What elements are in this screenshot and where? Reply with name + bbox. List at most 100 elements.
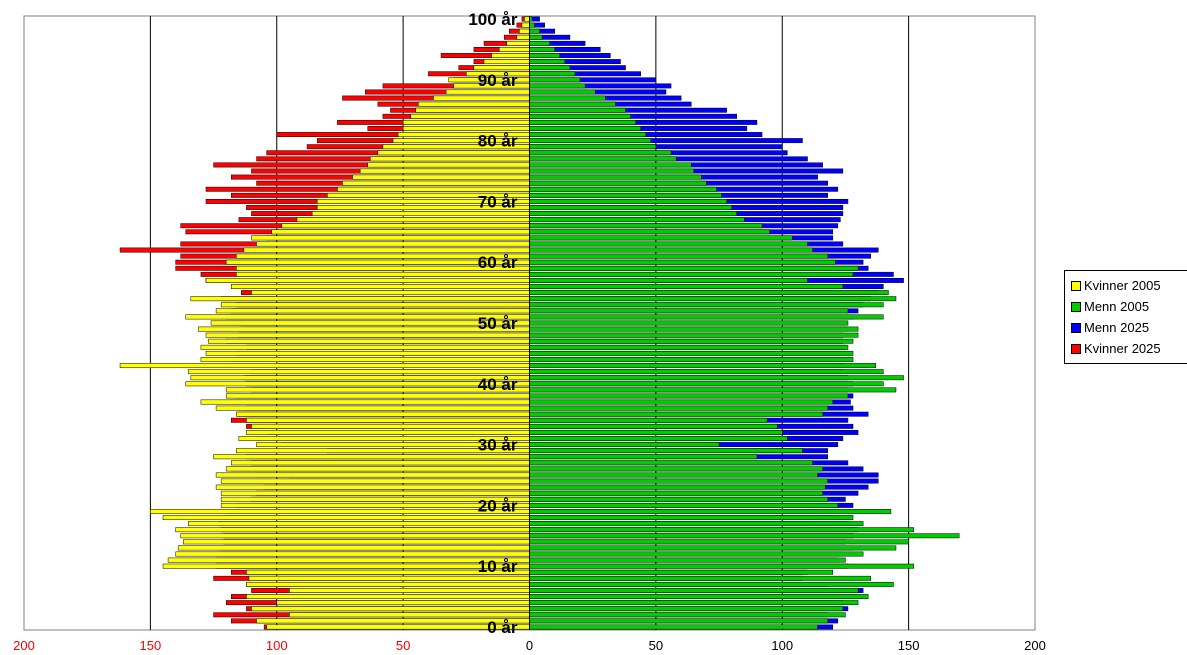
bar-menn-2005-age-56: [529, 284, 844, 289]
bar-menn-2005-age-16: [529, 527, 914, 533]
bar-menn-2005-age-47: [529, 338, 854, 344]
bar-menn-2005-age-32: [529, 429, 783, 435]
bar-menn-2005-age-36: [529, 405, 828, 411]
bar-kvinner-2005-age-26: [225, 466, 530, 472]
bar-menn-2005-age-54: [529, 296, 897, 302]
bar-menn-2005-age-78: [529, 150, 672, 156]
bar-menn-2005-age-29: [529, 448, 803, 454]
bar-menn-2005-age-38: [529, 393, 849, 399]
bar-menn-2005-age-23: [529, 484, 826, 490]
age-label-0: 0 år: [487, 618, 518, 637]
x-tick-label: 50: [396, 638, 410, 653]
bar-kvinner-2005-age-22: [220, 490, 530, 496]
bar-kvinner-2005-age-96: [506, 40, 530, 46]
bar-kvinner-2005-age-66: [281, 223, 530, 229]
bar-kvinner-2005-age-45: [205, 350, 530, 356]
x-tick-label: 150: [140, 638, 162, 653]
bar-menn-2005-age-92: [529, 65, 571, 71]
bar-kvinner-2005-age-100: [524, 16, 530, 22]
bar-menn-2005-age-42: [529, 369, 884, 375]
age-label-50: 50 år: [478, 314, 518, 333]
bar-kvinner-2005-age-63: [256, 241, 530, 247]
bar-menn-2005-age-13: [529, 545, 897, 551]
bar-kvinner-2005-age-58: [236, 271, 530, 277]
bar-menn-2005-age-9: [529, 569, 834, 575]
bar-menn-2005-age-63: [529, 241, 808, 247]
bar-kvinner-2005-age-7: [246, 581, 530, 587]
bar-kvinner-2005-age-94: [491, 53, 530, 58]
bar-menn-2005-age-4: [529, 600, 859, 606]
bar-menn-2005-age-96: [529, 40, 550, 46]
legend-label: Menn 2005: [1084, 299, 1150, 314]
chart-legend: Kvinner 2005 Menn 2005 Menn 2025 Kvinner…: [1064, 270, 1187, 364]
bar-kvinner-2005-age-73: [342, 180, 530, 186]
bar-kvinner-2005-age-95: [498, 46, 530, 52]
bar-kvinner-2005-age-76: [367, 162, 530, 168]
bar-kvinner-2005-age-84: [410, 113, 530, 119]
bar-menn-2005-age-12: [529, 551, 864, 557]
bar-kvinner-2005-age-23: [215, 484, 530, 490]
bar-kvinner-2005-age-83: [402, 119, 530, 125]
bar-kvinner-2005-age-10: [162, 563, 530, 569]
bar-kvinner-2005-age-43: [119, 363, 530, 368]
bar-menn-2005-age-66: [529, 223, 763, 229]
bar-menn-2005-age-67: [529, 217, 745, 223]
bar-menn-2005-age-81: [529, 132, 647, 137]
bar-menn-2005-age-64: [529, 235, 793, 241]
bar-kvinner-2005-age-35: [236, 411, 530, 417]
bar-kvinner-2005-age-34: [246, 417, 530, 423]
bar-menn-2005-age-71: [529, 192, 722, 198]
bar-menn-2005-age-88: [529, 89, 596, 95]
bar-menn-2005-age-90: [529, 77, 581, 83]
bar-menn-2005-age-24: [529, 478, 828, 484]
bar-kvinner-2005-age-53: [220, 302, 530, 308]
bar-kvinner-2005-age-27: [231, 460, 530, 466]
bar-menn-2005-age-98: [529, 28, 540, 34]
bar-kvinner-2005-age-47: [208, 338, 530, 344]
legend-label: Menn 2025: [1084, 320, 1150, 335]
bar-menn-2005-age-19: [529, 509, 892, 514]
bar-menn-2005-age-85: [529, 107, 626, 113]
bar-kvinner-2005-age-93: [483, 59, 530, 65]
population-pyramid-chart: 0 år 10 år 20 år 30 år 40 år 50 år 60 år 70 år 8…: [13, 10, 1046, 653]
bar-menn-2005-age-84: [529, 113, 631, 119]
bar-menn-2005-age-68: [529, 211, 738, 217]
bar-menn-2005-age-77: [529, 156, 677, 162]
bar-menn-2005-age-30: [529, 442, 720, 448]
bar-menn-2005-age-37: [529, 399, 834, 405]
legend-label: Kvinner 2005: [1084, 278, 1161, 293]
bar-menn-2005-age-8: [529, 575, 871, 581]
bar-menn-2005-age-45: [529, 350, 854, 356]
bar-menn-2005-age-87: [529, 95, 606, 101]
legend-swatch: [1071, 301, 1081, 312]
bar-menn-2005-age-61: [529, 253, 828, 259]
bar-kvinner-2005-age-98: [519, 28, 530, 34]
bar-kvinner-2005-age-2: [289, 612, 530, 618]
bar-menn-2005-age-26: [529, 466, 823, 472]
bar-menn-2005-age-22: [529, 490, 823, 496]
x-tick-label: 0: [526, 638, 533, 653]
bar-kvinner-2005-age-4: [276, 600, 530, 606]
bar-kvinner-2005-age-55: [251, 290, 530, 296]
bar-menn-2005-age-80: [529, 138, 652, 144]
bar-menn-2005-age-20: [529, 502, 839, 508]
legend-item-kvinner-2025: Kvinner 2025: [1071, 338, 1187, 359]
bar-menn-2005-age-25: [529, 472, 818, 478]
bar-menn-2005-age-1: [529, 618, 828, 624]
bar-menn-2005-age-86: [529, 101, 616, 107]
bar-menn-2005-age-46: [529, 344, 849, 350]
bar-kvinner-2005-age-77: [370, 156, 530, 162]
bar-kvinner-2005-age-13: [177, 545, 530, 551]
bar-menn-2005-age-94: [529, 53, 561, 58]
legend-swatch: [1071, 343, 1081, 354]
bar-menn-2005-age-27: [529, 460, 813, 466]
legend-swatch: [1071, 280, 1081, 291]
x-tick-label: 100: [771, 638, 793, 653]
bar-menn-2005-age-65: [529, 229, 770, 235]
bar-menn-2005-age-21: [529, 496, 828, 502]
bar-menn-2005-age-52: [529, 308, 849, 314]
legend-item-menn-2025: Menn 2025: [1071, 317, 1187, 338]
bar-menn-2005-age-57: [529, 278, 808, 283]
bar-kvinner-2005-age-8: [248, 575, 530, 581]
bar-kvinner-2005-age-65: [271, 229, 530, 235]
